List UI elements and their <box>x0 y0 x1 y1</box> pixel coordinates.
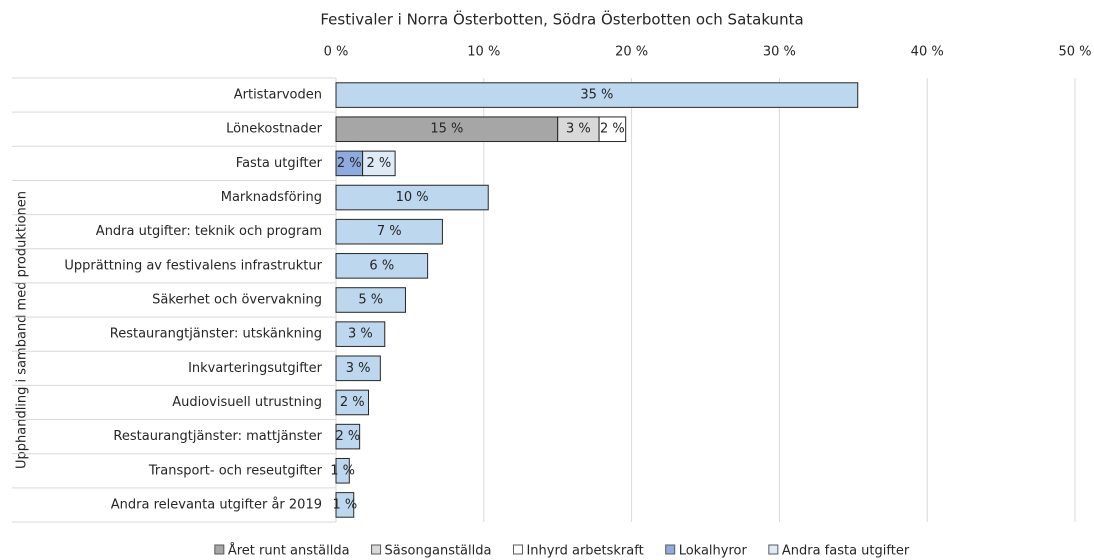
category-label: Andra relevanta utgifter år 2019 <box>111 497 322 512</box>
bar-segment <box>335 184 489 211</box>
legend-swatch <box>214 544 225 555</box>
legend-label: Säsonganställda <box>385 544 492 559</box>
category-label: Audiovisuell utrustning <box>172 395 322 410</box>
bar-segment <box>335 457 350 484</box>
category-label: Upprättning av festivalens infrastruktur <box>64 258 322 273</box>
legend-swatch <box>768 544 779 555</box>
category-label: Artistarvoden <box>234 88 322 103</box>
category-label: Lönekostnader <box>226 122 323 137</box>
data-label: 2 % <box>335 429 360 444</box>
category-label: Inkvarteringsutgifter <box>188 361 323 376</box>
bar-segment <box>335 389 370 416</box>
x-tick-label: 30 % <box>763 45 796 60</box>
bar-segment <box>335 355 381 382</box>
bar-segment <box>335 423 361 450</box>
data-label: 1 % <box>332 497 357 512</box>
legend-swatch <box>512 544 523 555</box>
legend-label: Lokalhyror <box>679 544 748 559</box>
category-label: Marknadsföring <box>221 190 322 205</box>
category-label: Restaurangtjänster: utskänkning <box>110 327 322 342</box>
data-label: 2 % <box>366 156 391 171</box>
category-label: Transport- och reseutgifter <box>148 463 323 478</box>
bar-segment <box>335 287 406 313</box>
data-label: 1 % <box>330 463 355 478</box>
bar-segment <box>362 150 396 177</box>
bar-segment <box>335 82 859 108</box>
legend-label: Året runt anställda <box>228 543 350 559</box>
x-tick-label: 50 % <box>1058 45 1091 60</box>
x-tick-label: 20 % <box>615 45 648 60</box>
data-label: 2 % <box>600 122 625 137</box>
data-label: 5 % <box>358 293 383 308</box>
legend-swatch <box>371 544 382 555</box>
data-label: 10 % <box>396 190 429 205</box>
data-label: 2 % <box>340 395 365 410</box>
data-label: 7 % <box>377 224 402 239</box>
data-label: 15 % <box>430 122 463 137</box>
data-label: 6 % <box>369 258 394 273</box>
category-label: Säkerhet och övervakning <box>152 293 322 308</box>
category-label: Restaurangtjänster: mattjänster <box>113 429 322 444</box>
bar-segment <box>335 253 429 279</box>
bar-segment <box>598 116 627 143</box>
category-label: Andra utgifter: teknik och program <box>96 224 322 239</box>
bar-segment <box>557 116 600 143</box>
bar-segment <box>335 321 386 347</box>
x-tick-label: 10 % <box>467 45 500 60</box>
data-label: 3 % <box>348 327 373 342</box>
chart-title: Festivaler i Norra Österbotten, Södra Ös… <box>320 10 803 29</box>
y-axis-label: Upphandling i samband med produktionen <box>15 191 30 469</box>
category-label: Fasta utgifter <box>236 156 323 171</box>
data-label: 35 % <box>580 88 613 103</box>
data-label: 3 % <box>566 122 591 137</box>
x-tick-label: 40 % <box>911 45 944 60</box>
x-tick-label: 0 % <box>324 45 349 60</box>
bar-segment <box>335 492 355 518</box>
bar-segment <box>335 218 443 245</box>
bar-segment <box>335 116 559 143</box>
data-label: 3 % <box>346 361 371 376</box>
legend-label: Inhyrd arbetskraft <box>526 544 643 559</box>
legend-swatch <box>665 544 676 555</box>
legend-label: Andra fasta utgifter <box>782 544 910 559</box>
data-label: 2 % <box>337 156 362 171</box>
